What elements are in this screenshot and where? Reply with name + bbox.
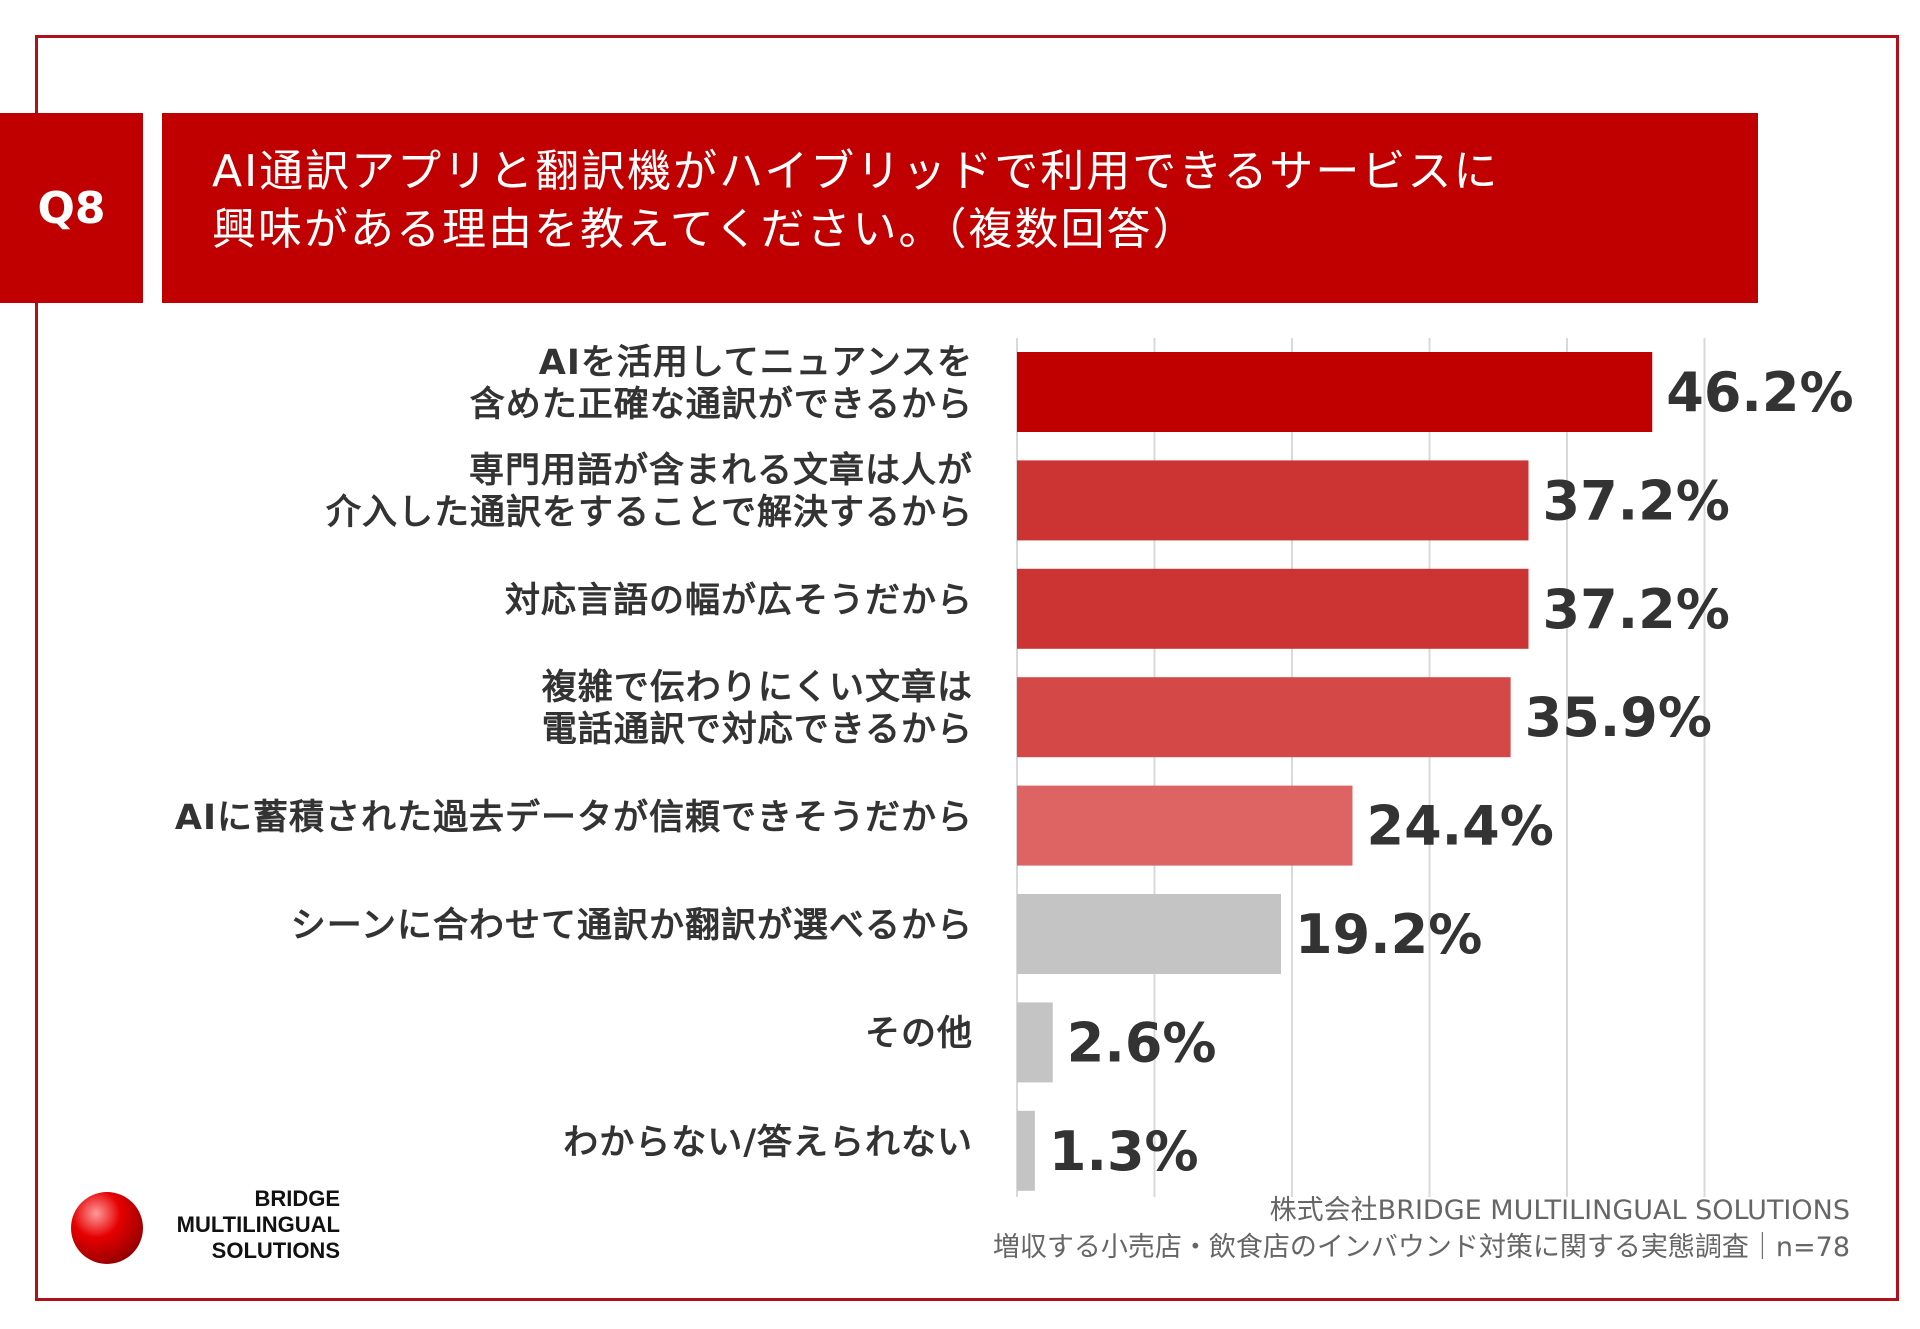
bar-1: [1017, 352, 1653, 432]
question-badge: Q8: [0, 113, 143, 303]
category-label-4-line1: 複雑で伝わりにくい文章は: [541, 668, 973, 709]
category-label-2-line1: 専門用語が含まれる文章は人が: [468, 451, 973, 492]
footer-survey: 増収する小売店・飲食店のインバウンド対策に関する実態調査｜n=78: [992, 1232, 1850, 1263]
category-label-7: その他: [865, 1013, 973, 1055]
footer-source: 株式会社BRIDGE MULTILINGUAL SOLUTIONS 増収する小売…: [993, 1192, 1850, 1266]
category-label-8-line1: わからない/答えられない: [563, 1122, 973, 1163]
question-title-line1: AI通訳アプリと翻訳機がハイブリッドで利用できるサービスに: [212, 146, 1500, 197]
question-title: AI通訳アプリと翻訳機がハイブリッドで利用できるサービスに 興味がある理由を教え…: [162, 113, 1758, 303]
category-label-4-line2: 電話通訳で対応できるから: [541, 710, 973, 751]
bar-4: [1017, 677, 1511, 758]
category-label-5: AIに蓄積された過去データが信頼できそうだから: [175, 797, 973, 839]
value-label-5: 24.4%: [1367, 795, 1554, 858]
value-label-4: 35.9%: [1525, 686, 1712, 749]
category-label-2-line2: 介入した通訳をすることで解決するから: [326, 493, 973, 534]
category-label-3-line1: 対応言語の幅が広そうだから: [504, 580, 973, 621]
footer-company: 株式会社BRIDGE MULTILINGUAL SOLUTIONS: [1269, 1195, 1850, 1226]
category-label-1-line2: 含めた正確な通訳ができるから: [469, 385, 973, 425]
bar-2: [1017, 460, 1529, 541]
bar-7: [1017, 1002, 1053, 1083]
bar-3: [1017, 568, 1529, 649]
category-label-2: 専門用語が含まれる文章は人が 介入した通訳をすることで解決するから: [326, 450, 973, 534]
category-label-6-line1: シーンに合わせて通訳か翻訳が選べるから: [290, 906, 973, 946]
value-label-2: 37.2%: [1543, 469, 1730, 532]
bar-6: [1017, 894, 1281, 974]
value-label-3: 37.2%: [1543, 578, 1730, 641]
category-label-1: AIを活用してニュアンスを 含めた正確な通訳ができるから: [470, 342, 973, 426]
value-label-8: 1.3%: [1049, 1120, 1199, 1183]
category-label-6: シーンに合わせて通訳か翻訳が選べるから: [291, 905, 973, 947]
value-label-6: 19.2%: [1295, 903, 1482, 966]
category-label-1-line1: AIを活用してニュアンスを: [538, 343, 973, 383]
category-label-4: 複雑で伝わりにくい文章は 電話通訳で対応できるから: [542, 667, 973, 751]
category-label-8: わからない/答えられない: [563, 1122, 973, 1164]
bar-5: [1017, 785, 1353, 866]
logo-line2: MULTILINGUAL: [176, 1212, 340, 1237]
logo-line1: BRIDGE: [254, 1186, 340, 1211]
category-label-7-line1: その他: [864, 1014, 973, 1055]
question-title-line2: 興味がある理由を教えてください。（複数回答）: [212, 204, 1199, 255]
value-label-7: 2.6%: [1067, 1011, 1217, 1074]
logo-line3: SOLUTIONS: [211, 1238, 340, 1263]
company-logo: BRIDGE MULTILINGUAL SOLUTIONS: [150, 1186, 340, 1264]
value-label-1: 46.2%: [1666, 361, 1853, 424]
logo-sphere-icon: [71, 1192, 143, 1264]
bar-8: [1017, 1110, 1035, 1191]
category-label-5-line1: AIに蓄積された過去データが信頼できそうだから: [174, 797, 973, 838]
category-label-3: 対応言語の幅が広そうだから: [505, 580, 973, 622]
outer-frame: [35, 35, 1899, 1301]
